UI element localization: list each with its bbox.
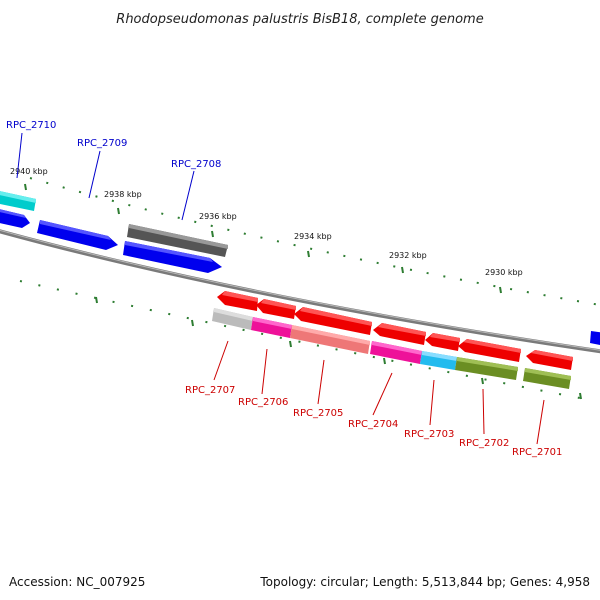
gene-label: RPC_2705 — [293, 408, 343, 419]
upper-major-ticks — [24, 183, 502, 294]
upper-tick-ring — [29, 177, 600, 306]
bottom-gene-labels: RPC_2707 RPC_2706 RPC_2705 RPC_2704 RPC_… — [185, 340, 562, 458]
gene-rpc-2705-red — [294, 307, 372, 335]
lower-tick-ring — [19, 280, 591, 401]
gene-label: RPC_2708 — [171, 159, 221, 170]
gene-right-blue — [590, 331, 600, 345]
gene-label: RPC_2704 — [348, 419, 398, 430]
kbp-label: 2938 kbp — [104, 190, 142, 199]
gene-label: RPC_2702 — [459, 438, 509, 449]
gene-label: RPC_2703 — [404, 429, 454, 440]
map-title: Rhodopseudomonas palustris BisB18, compl… — [116, 12, 483, 27]
kbp-label: 2934 kbp — [294, 232, 332, 241]
genome-backbone — [0, 229, 600, 354]
gene-label: RPC_2710 — [6, 120, 56, 131]
genome-stats-text: Topology: circular; Length: 5,513,844 bp… — [259, 575, 590, 589]
top-gene-labels: RPC_2710 RPC_2709 RPC_2708 — [6, 120, 221, 221]
kbp-label: 2940 kbp — [10, 167, 48, 176]
gene-label: RPC_2701 — [512, 447, 562, 458]
gene-label: RPC_2709 — [77, 138, 127, 149]
kbp-label: 2932 kbp — [389, 251, 427, 260]
kbp-label: 2936 kbp — [199, 212, 237, 221]
gene-rpc-2710-blue — [0, 209, 30, 228]
accession-text: Accession: NC_007925 — [9, 575, 145, 589]
gene-rpc-2702-red — [458, 339, 521, 362]
lower-major-ticks — [95, 296, 582, 400]
gene-label: RPC_2707 — [185, 385, 235, 396]
gene-label: RPC_2706 — [238, 397, 288, 408]
kbp-label: 2930 kbp — [485, 268, 523, 277]
